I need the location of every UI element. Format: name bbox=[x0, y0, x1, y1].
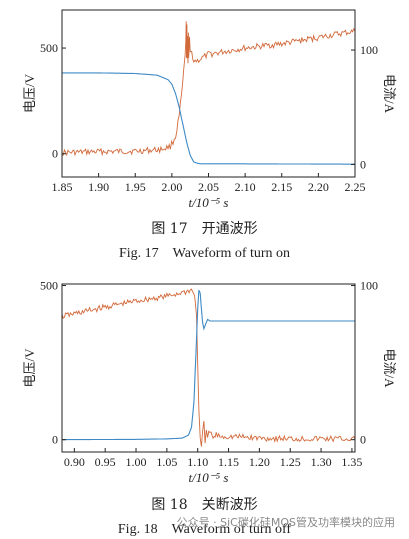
y-right-axis-label: 电流/A bbox=[382, 74, 397, 114]
x-tick-label: 0.95 bbox=[95, 455, 116, 469]
y-left-axis-label: 电压/V bbox=[22, 73, 37, 113]
y-right-tick-label: 100 bbox=[360, 279, 378, 293]
x-tick-label: 2.10 bbox=[235, 180, 256, 194]
x-tick-label: 2.05 bbox=[198, 180, 219, 194]
y-right-tick-label: 0 bbox=[360, 433, 366, 447]
fig18-caption-en: Fig. 18 Waveform of turn off bbox=[117, 522, 292, 537]
y-right-tick-label: 0 bbox=[360, 157, 366, 171]
x-tick-label: 1.10 bbox=[187, 455, 208, 469]
y-right-axis-label: 电流/A bbox=[382, 348, 397, 388]
fig17-caption-en: Fig. 17 Waveform of turn on bbox=[118, 246, 291, 261]
voltage-series-line bbox=[62, 288, 355, 447]
x-tick-label: 1.25 bbox=[280, 455, 301, 469]
x-tick-label: 1.20 bbox=[249, 455, 270, 469]
x-axis-label: t/10⁻⁵ s bbox=[189, 195, 229, 210]
voltage-series-line bbox=[62, 21, 355, 157]
y-left-axis-label: 电压/V bbox=[22, 348, 37, 388]
y-left-tick-label: 500 bbox=[40, 279, 58, 293]
x-axis-label: t/10⁻⁵ s bbox=[189, 470, 229, 485]
x-tick-label: 2.00 bbox=[161, 180, 182, 194]
fig17-caption-cn: 图 17 开通波形 bbox=[151, 221, 258, 237]
x-tick-label: 1.35 bbox=[341, 455, 362, 469]
x-tick-label: 1.00 bbox=[126, 455, 147, 469]
x-tick-label: 2.25 bbox=[345, 180, 366, 194]
x-tick-label: 1.95 bbox=[125, 180, 146, 194]
turn-on-chart: 1.85 1.90 1.95 2.00 2.05 2.10 2.15 2.20 2.25 0 500… bbox=[22, 9, 397, 210]
y-left-tick-label: 500 bbox=[40, 41, 58, 55]
fig18-caption-cn: 图 18 关断波形 bbox=[151, 497, 258, 513]
x-tick-label: 1.85 bbox=[52, 180, 73, 194]
x-tick-label: 1.15 bbox=[218, 455, 239, 469]
y-left-tick-label: 0 bbox=[52, 147, 58, 161]
x-tick-label: 2.15 bbox=[271, 180, 292, 194]
x-tick-label: 1.90 bbox=[88, 180, 109, 194]
plot-frame bbox=[61, 283, 356, 453]
x-tick-label: 2.20 bbox=[308, 180, 329, 194]
current-series-line bbox=[62, 289, 355, 441]
turn-off-chart: 0.90 0.95 1.00 1.05 1.10 1.15 1.20 1.25 1.30 1.35… bbox=[22, 279, 397, 485]
watermark: 公众号 · SiC碳化硅MOS管及功率模块的应用 bbox=[176, 516, 395, 529]
current-series-line bbox=[62, 72, 355, 165]
x-tick-label: 1.05 bbox=[156, 455, 177, 469]
y-left-tick-label: 0 bbox=[52, 433, 58, 447]
y-right-tick-label: 100 bbox=[360, 43, 378, 57]
x-tick-label: 0.90 bbox=[64, 455, 85, 469]
x-tick-label: 1.30 bbox=[311, 455, 332, 469]
